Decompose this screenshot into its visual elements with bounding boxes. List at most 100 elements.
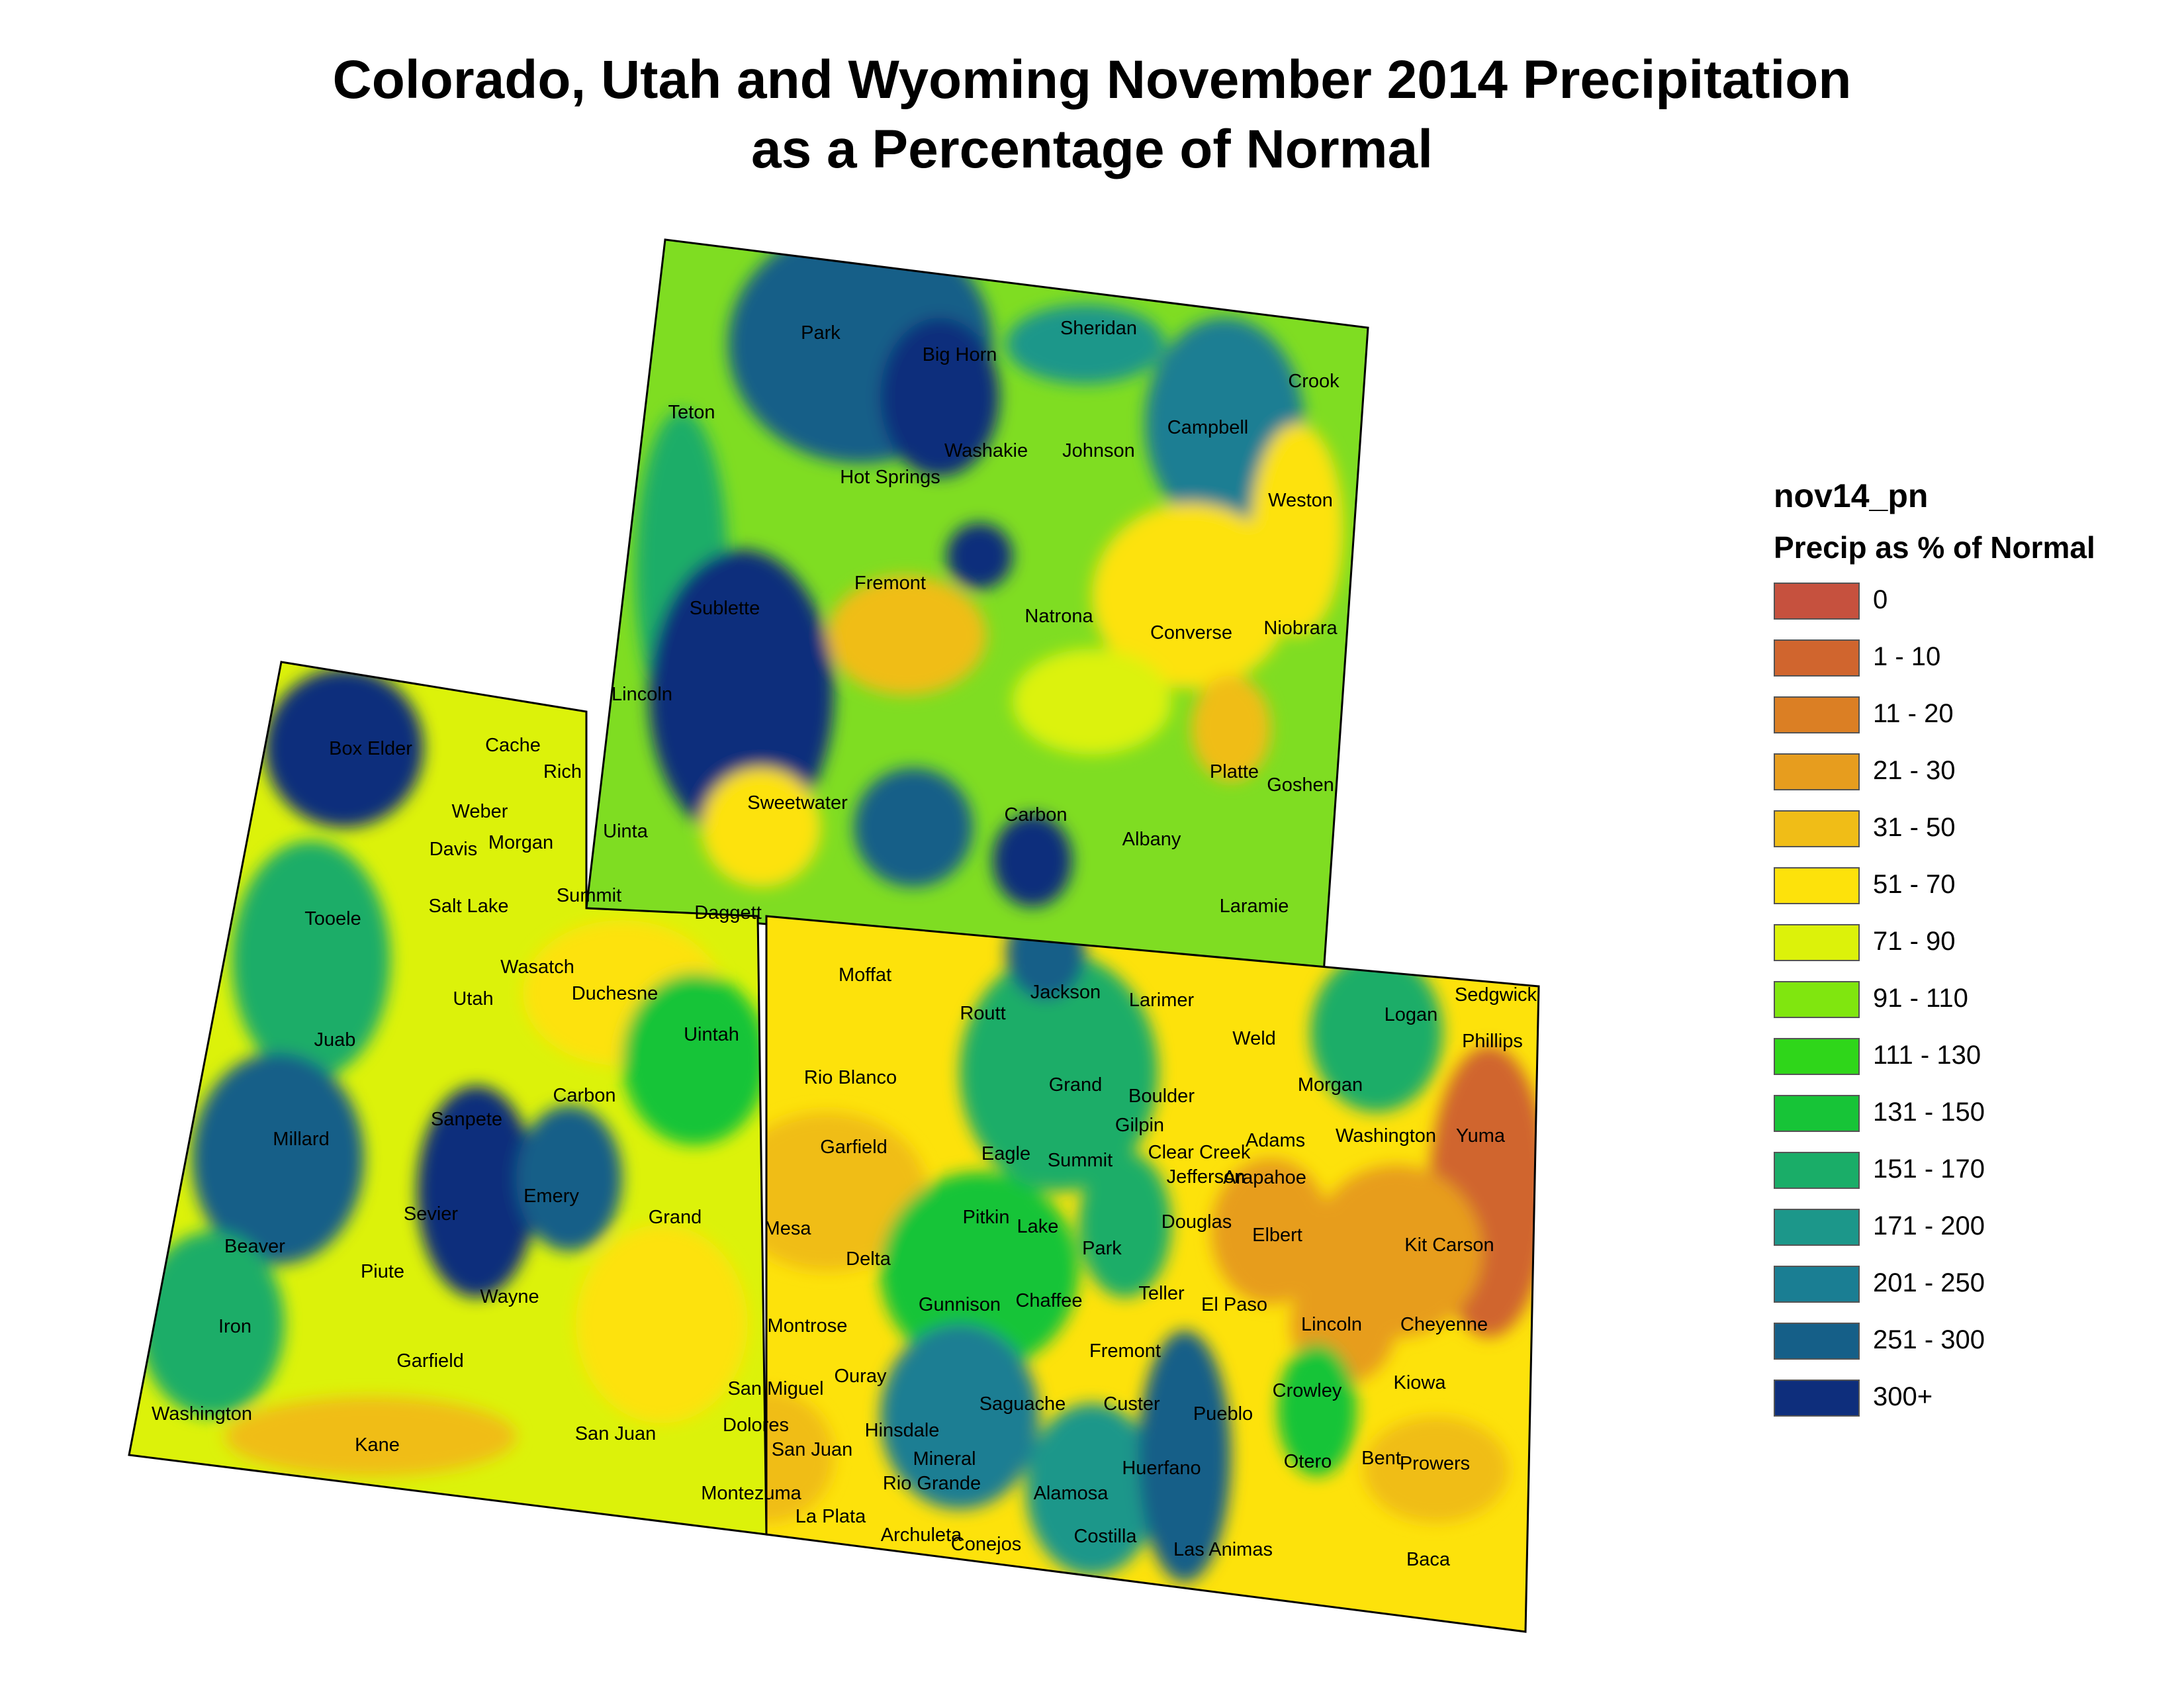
legend-item: 201 - 250 [1774, 1260, 2171, 1317]
county-label: Uinta [603, 821, 649, 842]
county-label: Campbell [1167, 417, 1249, 438]
legend-swatch [1774, 696, 1860, 733]
county-label: Conejos [951, 1534, 1021, 1555]
county-label: Elbert [1252, 1225, 1302, 1246]
legend-label: 111 - 130 [1873, 1041, 1981, 1070]
county-label: Wasatch [500, 957, 574, 978]
county-label: Las Animas [1173, 1539, 1273, 1560]
county-label: Teton [668, 402, 715, 423]
county-label: Duchesne [572, 983, 659, 1004]
county-label: Dolores [723, 1415, 789, 1436]
county-label: Albany [1122, 829, 1181, 850]
legend-swatch [1774, 1323, 1860, 1360]
county-label: Mineral [913, 1448, 976, 1470]
county-label: Sedgwick [1455, 984, 1537, 1006]
wyoming-state [585, 238, 1369, 974]
county-label: Ouray [835, 1366, 887, 1387]
county-label: Sevier [404, 1203, 459, 1225]
county-label: Boulder [1128, 1086, 1195, 1107]
county-label: Wayne [480, 1286, 539, 1307]
county-label: Hinsdale [865, 1420, 940, 1441]
county-label: Chaffee [1015, 1290, 1082, 1311]
county-label: Box Elder [329, 738, 412, 759]
county-label: Natrona [1024, 606, 1093, 627]
county-labels: Park Big Horn Sheridan Crook Teton Washakie Jo… [152, 318, 1537, 1570]
legend-item: 51 - 70 [1774, 862, 2171, 919]
county-label: San Miguel [727, 1378, 823, 1399]
legend-swatch [1774, 924, 1860, 961]
legend-item: 131 - 150 [1774, 1090, 2171, 1147]
county-label: Mesa [764, 1218, 812, 1239]
legend-label: 21 - 30 [1873, 756, 1956, 785]
legend-label: 201 - 250 [1873, 1268, 1985, 1297]
county-label: Kiowa [1394, 1372, 1447, 1393]
county-label: Washakie [944, 440, 1028, 461]
county-label: Routt [960, 1003, 1005, 1024]
county-label: Summit [557, 885, 621, 906]
county-label: Grand [649, 1207, 702, 1228]
county-label: Garfield [820, 1137, 887, 1158]
county-label: Kane [355, 1434, 400, 1456]
legend-label: 51 - 70 [1873, 870, 1956, 899]
legend-label: 131 - 150 [1873, 1098, 1985, 1127]
county-label: Lincoln [1301, 1314, 1362, 1335]
legend-swatch [1774, 1209, 1860, 1246]
county-label: Washington [152, 1403, 252, 1425]
county-label: Pitkin [963, 1207, 1010, 1228]
county-label: Sublette [690, 598, 760, 619]
county-label: Tooele [304, 908, 361, 929]
county-label: Johnson [1062, 440, 1135, 461]
legend-swatch [1774, 1095, 1860, 1132]
county-label: Davis [430, 839, 478, 860]
county-label: Jackson [1030, 982, 1101, 1003]
county-label: Fremont [1089, 1340, 1161, 1362]
county-label: Yuma [1456, 1125, 1506, 1147]
county-label: Rio Grande [883, 1473, 981, 1494]
county-label: Park [801, 322, 841, 344]
county-label: Larimer [1129, 990, 1195, 1011]
legend-swatch [1774, 810, 1860, 847]
legend-item: 71 - 90 [1774, 919, 2171, 976]
county-label: Douglas [1161, 1211, 1232, 1233]
county-label: Lincoln [612, 684, 672, 705]
county-label: Iron [218, 1316, 251, 1337]
legend-label: 71 - 90 [1873, 927, 1956, 956]
legend-label: 11 - 20 [1873, 699, 1954, 728]
legend-label: 171 - 200 [1873, 1211, 1985, 1241]
legend-label: 31 - 50 [1873, 813, 1956, 842]
county-label: Fremont [854, 573, 926, 594]
county-label: Costilla [1073, 1526, 1137, 1547]
county-label: Weston [1268, 490, 1333, 511]
county-label: Laramie [1220, 896, 1289, 917]
county-label: Garfield [396, 1350, 464, 1372]
county-label: Archuleta [881, 1524, 962, 1546]
county-label: San Juan [772, 1439, 853, 1460]
county-label: Sweetwater [747, 792, 848, 814]
county-label: Daggett [694, 902, 762, 923]
county-label: Custer [1103, 1393, 1160, 1415]
county-label: Prowers [1400, 1453, 1470, 1474]
county-label: Huerfano [1122, 1458, 1201, 1479]
county-label: La Plata [796, 1506, 866, 1527]
county-label: Sheridan [1060, 318, 1137, 339]
county-label: Goshen [1267, 774, 1334, 796]
map-title-line-2: as a Percentage of Normal [751, 119, 1433, 179]
county-label: Gunnison [919, 1294, 1001, 1315]
legend-label: 151 - 170 [1873, 1154, 1985, 1184]
legend-swatch [1774, 583, 1860, 620]
map-title-line-1: Colorado, Utah and Wyoming November 2014… [332, 50, 1852, 110]
county-label: Crook [1288, 371, 1340, 392]
legend-label: 91 - 110 [1873, 984, 1968, 1013]
county-label: Adams [1246, 1130, 1305, 1151]
county-label: Weld [1232, 1028, 1276, 1049]
legend-item: 1 - 10 [1774, 634, 2171, 691]
legend: nov14_pn Precip as % of Normal 0 1 - 10 11… [1774, 477, 2171, 1431]
county-label: Morgan [488, 832, 553, 853]
county-label: Carbon [553, 1085, 615, 1106]
county-label: Teller [1138, 1283, 1185, 1304]
county-label: Clear Creek [1148, 1142, 1251, 1163]
county-label: Montezuma [701, 1483, 801, 1504]
legend-swatch [1774, 867, 1860, 904]
county-label: Morgan [1298, 1074, 1363, 1096]
